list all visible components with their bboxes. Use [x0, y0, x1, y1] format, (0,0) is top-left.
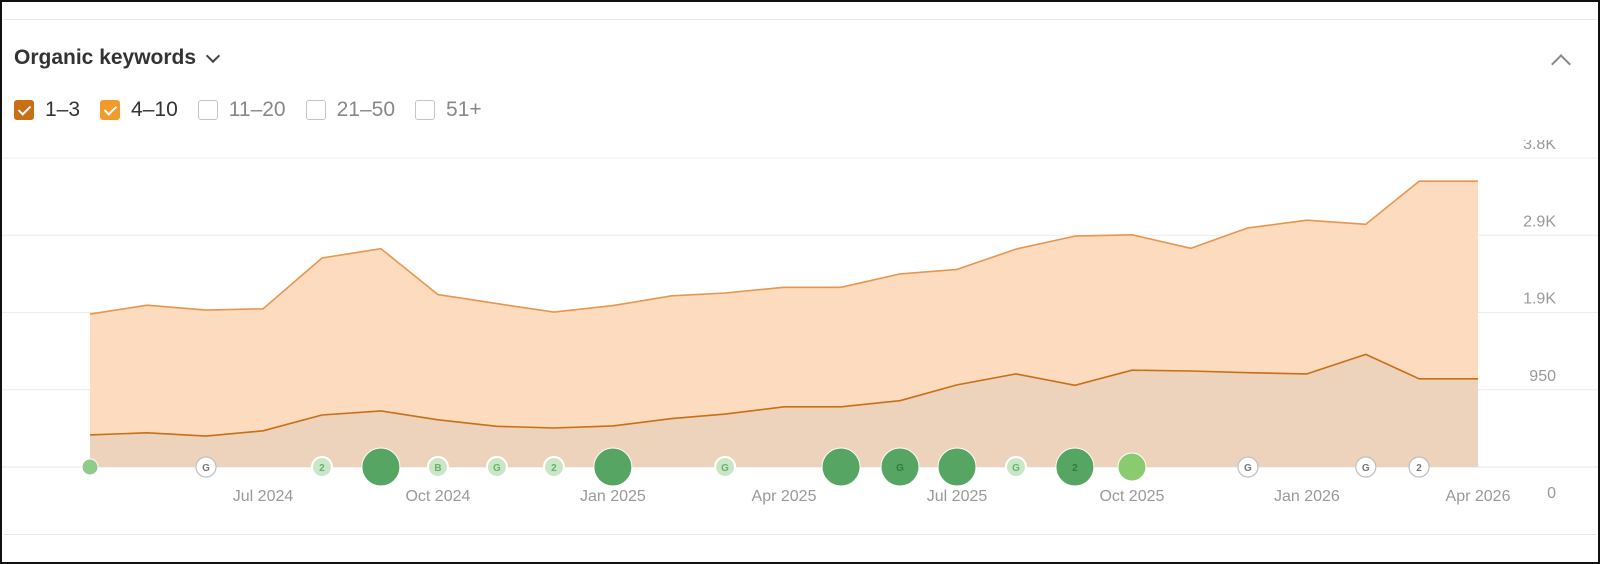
filter-51-plus[interactable]: 51+: [415, 98, 482, 122]
google-update-marker: [195, 456, 217, 478]
x-tick-label: Jul 2025: [927, 488, 988, 505]
filter-11-20[interactable]: 11–20: [197, 98, 286, 122]
event-marker-label: G: [1362, 463, 1370, 474]
chart-areas: [90, 181, 1478, 467]
event-marker: [1055, 447, 1095, 487]
y-tick-label: 2.9K: [1523, 213, 1556, 230]
event-marker-label: 2: [551, 463, 557, 474]
event-marker-label: G: [493, 463, 501, 474]
google-update-marker: [714, 456, 737, 478]
event-marker-label: G: [721, 463, 729, 474]
chart-lines: [89, 180, 1478, 437]
event-marker-label: G: [1012, 463, 1020, 474]
x-tick-label: Apr 2025: [752, 488, 817, 505]
x-tick-label: Jul 2024: [233, 488, 294, 505]
event-marker-label: B: [434, 463, 441, 474]
x-tick-label: Apr 2026: [1446, 488, 1511, 505]
filter-4-10-checkbox[interactable]: [100, 100, 121, 120]
event-dot: [593, 447, 633, 487]
top-divider: [4, 19, 1596, 20]
filter-1-3[interactable]: 1–3: [14, 98, 80, 122]
event-marker-label: G: [202, 463, 210, 474]
filter-1-3-checkbox[interactable]: [14, 100, 34, 120]
y-axis-labels: 0 950 1.9K 2.9K 3.8K: [1523, 140, 1556, 502]
widget-header[interactable]: Organic keywords: [14, 46, 221, 70]
event-marker: [426, 456, 449, 478]
event-marker-label: G: [896, 463, 904, 474]
event-marker-label: 2: [1072, 463, 1078, 474]
event-dot: [937, 447, 977, 487]
chevron-up-icon: [1551, 54, 1571, 74]
event-dot: [1117, 452, 1147, 482]
x-axis-labels: Jul 2024 Oct 2024 Jan 2025 Apr 2025 Jul 2025…: [233, 488, 1511, 505]
google-update-marker: [485, 456, 508, 478]
y-tick-label: 3.8K: [1523, 140, 1556, 153]
filter-51-plus-checkbox[interactable]: [415, 100, 436, 120]
filter-21-50[interactable]: 21–50: [305, 98, 396, 122]
bottom-divider: [4, 534, 1596, 535]
event-marker: [310, 456, 333, 478]
filter-11-20-label: 11–20: [228, 98, 286, 121]
x-tick-label: Oct 2024: [405, 488, 470, 505]
x-tick-label: Jan 2025: [580, 488, 646, 505]
filter-4-10[interactable]: 4–10: [100, 98, 178, 122]
x-tick-label: Oct 2025: [1099, 488, 1164, 505]
chevron-down-icon[interactable]: [206, 48, 221, 63]
x-tick-label: Jan 2026: [1274, 488, 1340, 505]
google-update-marker: [1004, 456, 1027, 478]
event-dot: [81, 458, 99, 476]
y-tick-label: 1.9K: [1523, 291, 1556, 308]
widget-title: Organic keywords: [14, 46, 197, 69]
y-tick-label: 950: [1529, 368, 1556, 385]
event-dot: [821, 447, 861, 487]
y-tick-label: 0: [1547, 485, 1556, 502]
event-marker-label: 2: [1416, 463, 1422, 474]
filter-4-10-label: 4–10: [131, 98, 178, 121]
event-marker-label: 2: [319, 463, 325, 474]
line-top-3: [89, 353, 1478, 437]
google-update-marker: [1355, 456, 1377, 478]
event-marker: [1408, 456, 1430, 478]
area-top-3: [90, 354, 1478, 467]
event-markers: G 2 B G 2 G G G 2 G G 2: [81, 447, 1430, 487]
google-update-marker: [880, 447, 920, 487]
filter-51-plus-label: 51+: [446, 98, 482, 121]
event-marker: [542, 456, 565, 478]
collapse-button[interactable]: [1550, 52, 1572, 74]
event-marker-label: G: [1244, 463, 1252, 474]
filter-1-3-label: 1–3: [45, 98, 81, 121]
google-update-marker: [1237, 456, 1259, 478]
filter-21-50-label: 21–50: [336, 98, 396, 121]
line-top-4-10: [89, 180, 1478, 315]
event-dot: [361, 447, 401, 487]
filter-21-50-checkbox[interactable]: [305, 100, 326, 120]
filter-11-20-checkbox[interactable]: [197, 100, 218, 120]
area-top-4-10: [90, 181, 1478, 437]
position-filters: 1–3 4–10 11–20 21–50 51+: [14, 98, 482, 122]
organic-keywords-chart: 0 950 1.9K 2.9K 3.8K Jul 2024 Oct 2024 Jan 202…: [2, 140, 1598, 505]
